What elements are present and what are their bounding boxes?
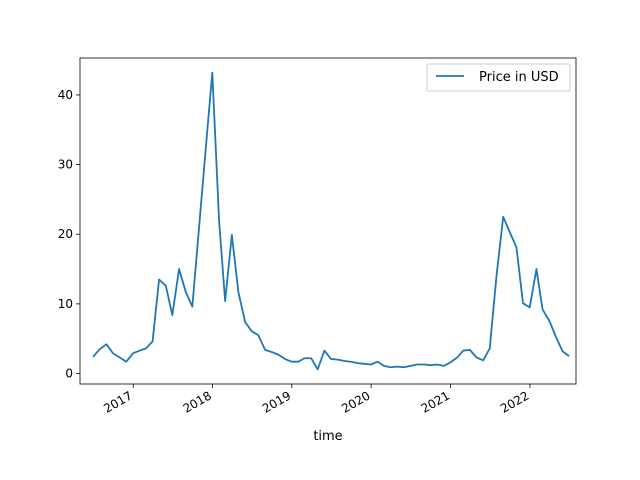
data-point (191, 305, 194, 308)
data-point (230, 233, 233, 236)
data-point (151, 340, 154, 343)
data-point (442, 364, 445, 367)
y-tick-label: 0 (65, 367, 73, 381)
data-point (198, 226, 201, 229)
data-point (429, 364, 432, 367)
data-point (363, 362, 366, 365)
data-point (456, 356, 459, 359)
legend: Price in USD (426, 63, 571, 92)
data-point (528, 306, 531, 309)
data-point (521, 302, 524, 305)
data-point (541, 308, 544, 311)
data-point (178, 268, 181, 271)
data-point (329, 357, 332, 360)
data-point (158, 278, 161, 281)
data-point (554, 335, 557, 338)
data-point (548, 319, 551, 322)
x-axis-label: time (313, 429, 342, 444)
data-point (515, 246, 518, 249)
data-point (396, 365, 399, 368)
data-point (125, 360, 128, 363)
data-point (323, 349, 326, 352)
data-point (343, 360, 346, 363)
data-point (211, 71, 214, 74)
data-point (283, 357, 286, 360)
data-point (257, 334, 260, 337)
data-point (436, 363, 439, 366)
data-point (409, 364, 412, 367)
data-point (416, 363, 419, 366)
data-point (482, 359, 485, 362)
data-point (508, 231, 511, 234)
data-point (389, 366, 392, 369)
data-point (138, 349, 141, 352)
data-point (277, 353, 280, 356)
data-point (270, 350, 273, 353)
data-point (369, 363, 372, 366)
data-point (171, 314, 174, 317)
data-point (561, 350, 564, 353)
data-point (402, 366, 405, 369)
data-point (462, 349, 465, 352)
y-tick-label: 40 (58, 88, 73, 102)
plot-area (92, 71, 571, 371)
data-point (303, 357, 306, 360)
data-point (475, 356, 478, 359)
data-point (112, 352, 115, 355)
data-point (502, 215, 505, 218)
y-axis-ticks: 0 10 20 30 40 (58, 88, 80, 381)
data-point (98, 348, 101, 351)
data-point (184, 291, 187, 294)
data-point (244, 321, 247, 324)
data-point (92, 355, 95, 358)
legend-label: Price in USD (479, 70, 559, 85)
data-point (164, 284, 167, 287)
y-tick-label: 20 (58, 227, 73, 241)
data-point (105, 343, 108, 346)
data-point (449, 361, 452, 364)
data-point (204, 149, 207, 152)
data-point (316, 368, 319, 371)
data-point (118, 356, 121, 359)
data-point (535, 268, 538, 271)
legend-box (426, 63, 571, 92)
data-point (144, 347, 147, 350)
y-tick-label: 10 (58, 297, 73, 311)
data-point (382, 364, 385, 367)
data-point (356, 362, 359, 365)
data-point (488, 347, 491, 350)
data-point (376, 360, 379, 363)
data-point (310, 357, 313, 360)
data-point (568, 355, 571, 358)
data-point (290, 360, 293, 363)
data-point (250, 330, 253, 333)
data-point (422, 363, 425, 366)
data-point (264, 348, 267, 351)
data-point (468, 348, 471, 351)
data-point (224, 300, 227, 303)
axes-frame (79, 57, 577, 385)
data-point (237, 291, 240, 294)
y-tick-label: 30 (58, 158, 73, 172)
data-point (349, 360, 352, 363)
data-point (297, 360, 300, 363)
data-point (336, 358, 339, 361)
series-line-0 (92, 71, 570, 371)
data-point (132, 352, 135, 355)
data-point (495, 275, 498, 278)
data-point (218, 219, 221, 222)
